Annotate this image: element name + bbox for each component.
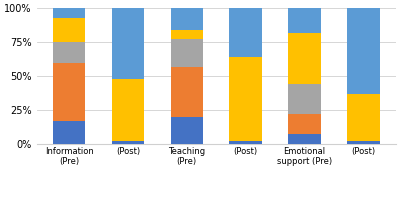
Legend: Strongly disagree, Disagree, Neutral, Agree, Strongly agree: Strongly disagree, Disagree, Neutral, Ag… (76, 199, 356, 200)
Bar (288, 114, 321, 134)
Bar (112, 141, 144, 144)
Bar (170, 8, 203, 30)
Bar (288, 84, 321, 114)
Bar (170, 30, 203, 39)
Bar (170, 117, 203, 144)
Bar (53, 18, 85, 42)
Bar (288, 33, 321, 84)
Bar (170, 67, 203, 117)
Bar (347, 94, 380, 141)
Bar (170, 39, 203, 67)
Bar (288, 8, 321, 33)
Bar (53, 121, 85, 144)
Bar (347, 141, 380, 144)
Bar (230, 57, 262, 141)
Bar (53, 42, 85, 62)
Bar (230, 8, 262, 57)
Bar (112, 79, 144, 141)
Bar (288, 134, 321, 144)
Bar (53, 8, 85, 18)
Bar (230, 141, 262, 144)
Bar (347, 8, 380, 94)
Bar (112, 8, 144, 79)
Bar (53, 62, 85, 121)
